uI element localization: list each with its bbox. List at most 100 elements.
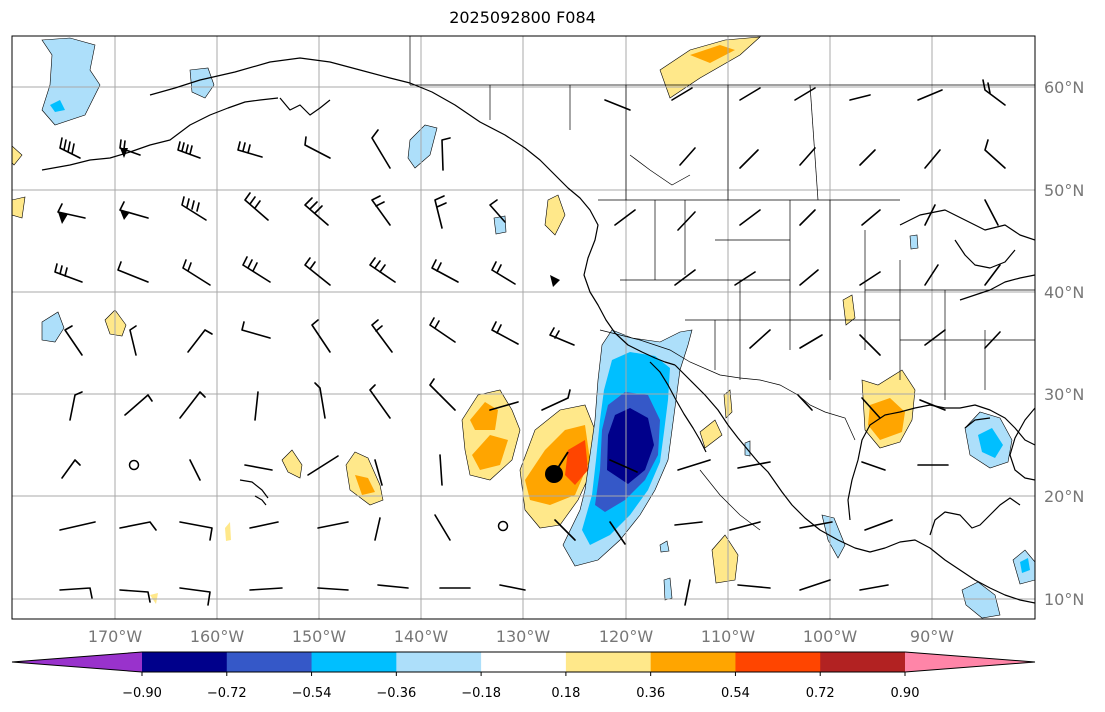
wind-barb (924, 264, 939, 286)
gridlines (12, 36, 1035, 619)
wind-barb (129, 325, 137, 356)
wind-barb (179, 391, 206, 419)
wind-barb (604, 99, 631, 111)
colorbar-tick-label: 0.18 (551, 686, 580, 701)
wind-barb (799, 521, 833, 529)
lon-label: 150°W (292, 627, 347, 646)
wind-barb (441, 137, 451, 171)
wind-barb (794, 87, 816, 101)
wind-barb (371, 195, 391, 226)
wind-barb (187, 329, 213, 353)
wind-barb (61, 459, 81, 479)
wind-barb (917, 89, 943, 101)
colorbar-segment (481, 652, 567, 672)
wind-barb (859, 584, 889, 591)
colorbar-extend-low (12, 652, 142, 672)
colorbar-extend-high (905, 652, 1035, 672)
map-title: 2025092800 F084 (449, 8, 596, 27)
wind-barb (439, 454, 443, 486)
wind-barb (799, 147, 816, 166)
wind-barb (124, 394, 153, 416)
wind-barb (64, 325, 83, 356)
wind-barb (924, 149, 941, 169)
wind-barb (677, 459, 711, 471)
lat-label: 10°N (1044, 590, 1084, 609)
wind-barb (374, 517, 381, 541)
wind-barb (182, 259, 211, 286)
wind-barb (799, 269, 819, 286)
wind-barb (549, 327, 575, 346)
lon-label: 90°W (910, 627, 954, 646)
wind-barb (491, 321, 519, 345)
wind-barb (369, 257, 396, 283)
wind-barb (674, 521, 703, 526)
wind-barb (59, 521, 96, 531)
wind-barb (491, 261, 516, 285)
wind-barb (737, 461, 771, 469)
wind-barb (374, 459, 383, 486)
colorbar-segment (735, 652, 821, 672)
colorbar-tick-label: 0.54 (721, 686, 750, 701)
colorbar-ticks: −0.90 −0.72 −0.54 −0.36 −0.18 0.18 0.36 0.54 0.7… (122, 672, 919, 701)
latitude-labels: 60°N 50°N 40°N 30°N 20°N 10°N (1044, 78, 1084, 609)
wind-barb (431, 259, 459, 283)
wind-barb (861, 209, 881, 226)
wind-barb (919, 399, 946, 411)
lat-label: 40°N (1044, 283, 1084, 302)
wind-barbs (54, 79, 1006, 606)
colorbar-tick-label: 0.90 (891, 686, 920, 701)
lat-label: 30°N (1044, 385, 1084, 404)
wind-barb (371, 129, 391, 169)
lat-label: 20°N (1044, 487, 1084, 506)
wind-barb (541, 389, 571, 411)
wind-barb (237, 141, 263, 158)
wind-barb (861, 397, 881, 419)
wind-barb (377, 584, 409, 589)
colorbar-tick-label: −0.54 (292, 686, 332, 701)
wind-barb (554, 519, 576, 541)
wind-barb (119, 521, 157, 531)
wind-barb (314, 382, 326, 419)
colorbar-tick-label: −0.90 (122, 686, 162, 701)
wind-barb (799, 209, 816, 226)
wind-barb (614, 209, 636, 226)
wind-pennant (58, 212, 68, 224)
wind-barb (429, 378, 456, 411)
colorbar-segment (226, 652, 313, 672)
wind-barb (69, 391, 83, 421)
wind-barb (489, 199, 506, 223)
wind-barb (304, 136, 331, 159)
wind-barb (241, 321, 271, 339)
lon-label: 140°W (394, 627, 449, 646)
wind-pennant (120, 148, 128, 158)
wind-barb (59, 587, 93, 599)
station-markers (128, 451, 569, 532)
wind-barb (799, 334, 823, 349)
wind-barb (311, 319, 331, 353)
wind-barb (864, 519, 893, 531)
wind-barb (924, 329, 946, 346)
colorbar-tick-label: 0.72 (806, 686, 835, 701)
colorbar-segment (565, 652, 652, 672)
wind-barb (117, 261, 149, 283)
wind-barb (984, 199, 999, 226)
wind-barb (749, 329, 771, 349)
colorbar-segment (396, 652, 482, 672)
political-borders (409, 36, 1035, 531)
wind-barb (369, 384, 391, 419)
wind-barb (317, 521, 349, 529)
lon-label: 120°W (599, 627, 654, 646)
wind-barb (429, 317, 456, 343)
coastlines (41, 57, 1035, 604)
lon-label: 170°W (88, 627, 143, 646)
wind-barb (729, 521, 761, 531)
wind-barb (609, 521, 626, 545)
lon-label: 130°W (496, 627, 551, 646)
wind-barb (924, 204, 936, 226)
wind-barb (179, 521, 213, 541)
lat-label: 50°N (1044, 181, 1084, 200)
colorbar-tick-label: −0.72 (207, 686, 247, 701)
wind-barb (179, 587, 211, 606)
colorbar-tick-label: −0.18 (461, 686, 501, 701)
wind-barb (677, 211, 696, 231)
